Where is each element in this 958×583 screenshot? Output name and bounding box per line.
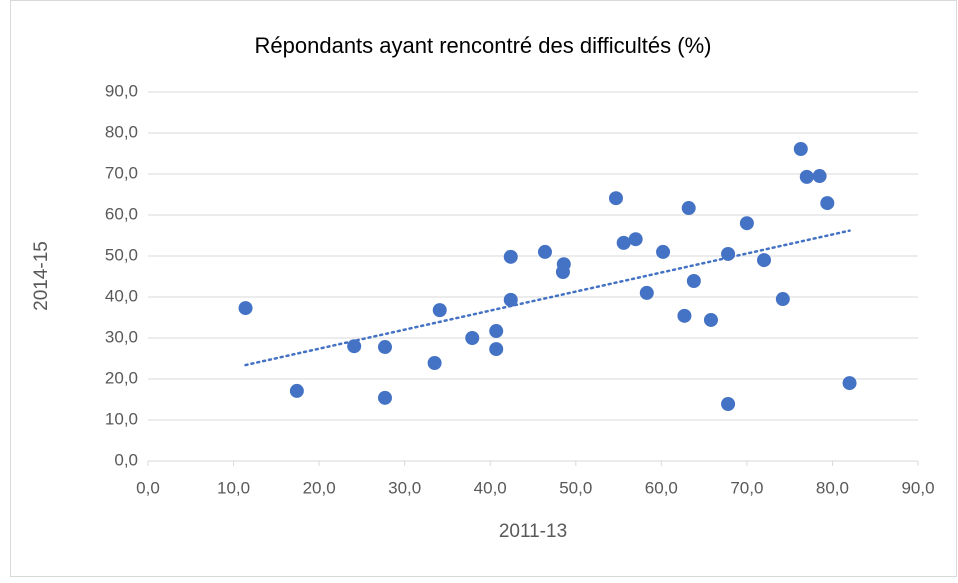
point [842, 376, 857, 391]
x-axis-label: 2011-13 [499, 521, 567, 542]
x-tick-label: 40,0 [474, 478, 507, 497]
x-tick-label: 0,0 [136, 478, 160, 497]
point [347, 339, 362, 354]
y-axis-label: 2014-15 [31, 241, 52, 311]
point [656, 244, 671, 259]
trendline [244, 229, 851, 367]
x-tick-label: 80,0 [816, 478, 849, 497]
point [503, 292, 518, 307]
point [639, 285, 654, 300]
point [377, 340, 392, 355]
point [820, 196, 835, 211]
point [739, 216, 754, 231]
y-tick-label: 50,0 [105, 245, 138, 264]
point [238, 301, 253, 316]
point [799, 169, 814, 184]
x-tick-label: 10,0 [217, 478, 250, 497]
point [812, 169, 827, 184]
point [686, 274, 701, 289]
y-tick-label: 10,0 [105, 409, 138, 428]
point [721, 397, 736, 412]
point [793, 141, 808, 156]
point [465, 331, 480, 345]
x-tick-label: 50,0 [559, 478, 592, 497]
point [616, 235, 631, 250]
y-tick-label: 60,0 [105, 204, 138, 223]
point [628, 232, 643, 247]
x-tick-label: 90,0 [901, 478, 934, 497]
y-tick-label: 90,0 [105, 81, 138, 100]
point [555, 264, 570, 279]
point [608, 191, 623, 206]
y-tick-label: 0,0 [114, 450, 138, 469]
point [677, 308, 692, 323]
x-tick-label: 70,0 [730, 478, 763, 497]
x-tick-label: 60,0 [645, 478, 678, 497]
point [489, 342, 504, 357]
y-tick-label: 80,0 [105, 122, 138, 141]
x-tick-label: 30,0 [388, 478, 421, 497]
point [377, 390, 392, 405]
point [703, 312, 718, 327]
x-tick-label: 20,0 [303, 478, 336, 497]
point [503, 249, 518, 264]
point [432, 303, 447, 318]
y-tick-label: 20,0 [105, 368, 138, 387]
y-tick-label: 70,0 [105, 163, 138, 182]
point [757, 253, 771, 268]
point [427, 356, 442, 371]
point [489, 324, 504, 339]
point [775, 292, 790, 307]
point [681, 201, 696, 216]
point [537, 244, 552, 259]
point [289, 383, 304, 398]
chart-title: Répondants ayant rencontré des difficult… [255, 33, 712, 58]
chart-border [10, 0, 957, 577]
y-tick-label: 40,0 [105, 286, 138, 305]
y-tick-label: 30,0 [105, 327, 138, 346]
